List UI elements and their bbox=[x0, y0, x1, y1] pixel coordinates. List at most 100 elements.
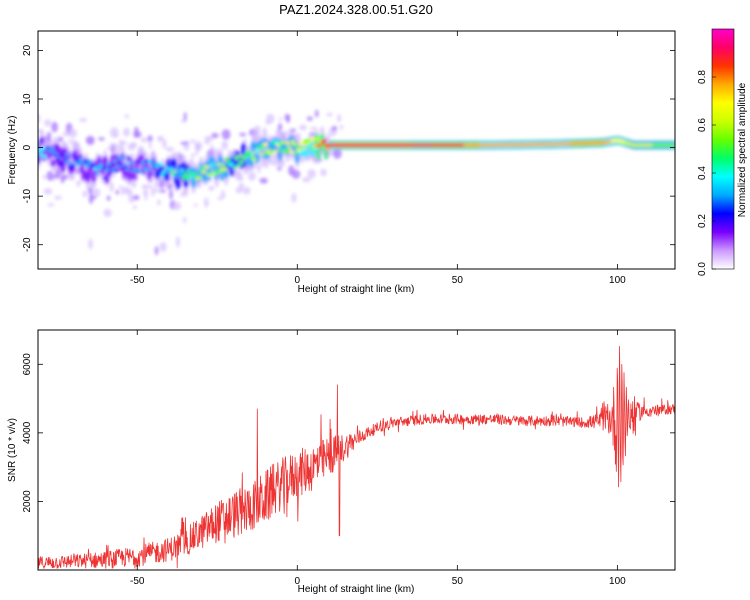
ridge-mark bbox=[309, 146, 314, 150]
rim-mark bbox=[421, 148, 425, 150]
x-tick-label: -50 bbox=[130, 576, 145, 587]
rim-mark bbox=[595, 138, 599, 140]
rim-mark bbox=[613, 144, 617, 146]
speckle-mark bbox=[57, 136, 64, 142]
rim-mark bbox=[475, 148, 479, 150]
ridge-mark bbox=[146, 169, 151, 173]
ridge-mark bbox=[672, 143, 675, 147]
rim-mark bbox=[521, 148, 525, 150]
rim-mark bbox=[401, 140, 404, 142]
ridge-mark bbox=[301, 146, 306, 151]
ridge-mark bbox=[208, 172, 214, 176]
rim-mark bbox=[585, 146, 589, 148]
rim-mark bbox=[347, 140, 351, 142]
rim-mark bbox=[570, 147, 573, 149]
ridge-mark bbox=[103, 176, 108, 180]
rim-mark bbox=[529, 147, 532, 149]
rim-mark bbox=[544, 139, 548, 141]
rim-mark bbox=[493, 140, 497, 142]
rim-mark bbox=[575, 139, 579, 141]
rim-mark bbox=[590, 146, 594, 148]
speckle-mark bbox=[51, 121, 58, 133]
speckle-mark bbox=[170, 174, 174, 180]
ridge-mark bbox=[50, 147, 55, 151]
rim-mark bbox=[331, 148, 335, 150]
ridge-mark bbox=[247, 151, 252, 155]
ridge-mark bbox=[307, 139, 313, 143]
speckle-mark bbox=[204, 135, 214, 142]
rim-mark bbox=[349, 148, 353, 150]
speckle-mark bbox=[257, 164, 261, 174]
rim-mark bbox=[439, 148, 443, 150]
rim-mark bbox=[429, 140, 433, 142]
speckle-mark bbox=[115, 189, 120, 195]
rim-mark bbox=[444, 148, 448, 150]
rim-mark bbox=[554, 147, 558, 149]
colorbar-tick-label: 0.4 bbox=[697, 166, 708, 180]
rim-mark bbox=[500, 148, 504, 150]
rim-mark bbox=[552, 147, 556, 149]
speckle-mark bbox=[183, 111, 187, 122]
speckle-mark bbox=[134, 126, 139, 138]
ridge-mark bbox=[243, 153, 249, 157]
rim-mark bbox=[628, 139, 632, 141]
rim-mark bbox=[672, 148, 675, 150]
speckle-mark bbox=[278, 117, 283, 121]
rim-mark bbox=[667, 140, 671, 142]
rim-mark bbox=[465, 148, 468, 150]
ridge-mark bbox=[53, 154, 58, 158]
rim-mark bbox=[431, 148, 435, 150]
speckle-mark bbox=[132, 194, 140, 201]
x-tick-label: 0 bbox=[295, 275, 301, 286]
ridge-mark bbox=[111, 168, 116, 172]
rim-mark bbox=[480, 140, 484, 142]
y-tick-label: 4000 bbox=[22, 421, 33, 444]
rim-mark bbox=[398, 140, 402, 142]
speckle-mark bbox=[159, 242, 167, 252]
ridge-mark bbox=[325, 146, 330, 150]
ridge-mark bbox=[39, 152, 44, 156]
speckle-mark bbox=[153, 189, 161, 193]
speckle-mark bbox=[203, 197, 209, 208]
rim-mark bbox=[488, 140, 492, 142]
rim-mark bbox=[644, 148, 648, 150]
ridge-mark bbox=[71, 164, 76, 168]
ridge-mark bbox=[315, 137, 321, 141]
speckle-mark bbox=[54, 195, 62, 200]
rim-mark bbox=[447, 148, 451, 150]
rim-mark bbox=[508, 148, 512, 150]
speckle-mark bbox=[88, 238, 93, 250]
rim-mark bbox=[600, 138, 604, 140]
speckle-mark bbox=[110, 145, 115, 155]
snr-panel: -50 0 50 100 2000 4000 6000 Height of straigh… bbox=[7, 329, 676, 595]
speckle-mark bbox=[182, 216, 187, 224]
rim-mark bbox=[559, 139, 563, 141]
ridge-mark bbox=[261, 145, 266, 150]
speckle-mark bbox=[151, 186, 155, 197]
colorbar-tick-label: 0.8 bbox=[697, 70, 708, 84]
ridge-mark bbox=[38, 141, 41, 145]
speckle-mark bbox=[119, 185, 123, 190]
ridge-mark bbox=[143, 166, 148, 171]
rim-mark bbox=[498, 148, 502, 150]
rim-mark bbox=[526, 140, 530, 142]
speckle-mark bbox=[147, 135, 153, 142]
rim-mark bbox=[641, 140, 645, 142]
rim-mark bbox=[354, 148, 358, 150]
rim-mark bbox=[534, 147, 538, 149]
rim-mark bbox=[605, 137, 609, 139]
speckle-mark bbox=[157, 199, 161, 206]
rim-mark bbox=[577, 138, 581, 141]
ridge-mark bbox=[69, 161, 74, 165]
snr-y-axis-label: SNR (10 * v/v) bbox=[7, 418, 18, 482]
speckle-mark bbox=[87, 187, 94, 195]
rim-mark bbox=[388, 140, 392, 142]
speckle-mark bbox=[76, 180, 81, 187]
rim-mark bbox=[582, 138, 586, 140]
rim-mark bbox=[646, 140, 650, 142]
speckle-mark bbox=[332, 148, 342, 160]
ridge-mark bbox=[311, 137, 316, 141]
rim-mark bbox=[636, 148, 640, 150]
speckle-mark bbox=[109, 181, 114, 193]
rim-mark bbox=[362, 148, 366, 150]
